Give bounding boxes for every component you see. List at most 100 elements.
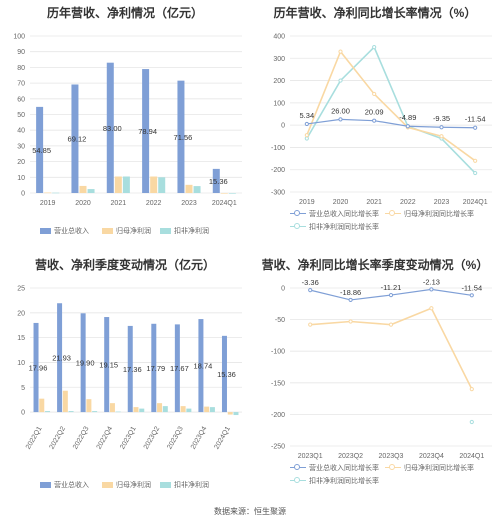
series-line [310,307,473,390]
legend-item-parent-profit[interactable]: 归母净利润 [102,226,151,236]
legend-item-parent-growth[interactable]: 归母净利润同比增长率 [385,463,474,473]
legend-label: 归母净利润同比增长率 [404,211,474,218]
legend-item-revenue-growth[interactable]: 营业总收入同比增长率 [290,463,379,473]
data-label: 26.00 [331,106,350,115]
bar [150,176,158,193]
data-point [388,322,394,327]
bar [180,406,186,413]
y-tick-label: 30 [17,143,25,150]
legend-item-revenue[interactable]: 营业总收入 [40,480,89,490]
x-tick-label: 2022Q2 [49,425,68,450]
y-tick-label: -100 [271,349,285,356]
x-tick-label: 2023Q4 [190,425,209,450]
data-label: -2.13 [423,277,440,286]
data-point [372,45,377,50]
x-tick-label: 2023 [434,199,450,206]
data-point [348,297,353,303]
legend-item-parent-growth[interactable]: 归母净利润同比增长率 [385,209,474,219]
data-point [405,124,410,129]
legend-item-revenue-growth[interactable]: 营业总收入同比增长率 [290,209,379,219]
data-point [304,136,309,141]
data-point [439,134,444,139]
legend-item-deducted-growth[interactable]: 扣非净利润同比增长率 [290,476,379,486]
bar [115,411,121,413]
data-label: 17.36 [123,365,142,374]
y-tick-label: 25 [17,286,25,293]
bar [80,313,86,413]
data-point [338,117,343,122]
x-tick-label: 2020 [333,199,349,206]
data-point [372,91,377,97]
y-tick-label: 0 [21,410,25,417]
legend-item-parent-profit[interactable]: 归母净利润 [102,480,151,490]
series-line [306,118,476,129]
data-label: 15.36 [209,177,228,186]
bar [162,406,168,413]
y-tick-label: -250 [271,444,285,451]
data-point [308,288,313,293]
bar [174,324,180,413]
x-tick-label: 2024Q1 [213,425,232,450]
legend-item-revenue[interactable]: 营业总收入 [40,226,89,236]
x-tick-label: 2023Q3 [166,425,185,450]
legend-marker [290,223,306,231]
annual-growth-line-plot: -300 -200 -100 0 100 200 300 400 5.34 26.00 20.09 -… [271,34,492,206]
y-tick-label: 10 [17,175,25,182]
bar [221,335,227,413]
data-point [372,118,377,123]
data-label: -4.89 [399,113,416,122]
x-tick-label: 2019 [40,200,56,207]
chart-title: 历年营收、净利同比增长率情况（%） [273,6,477,20]
x-tick-label: 2024Q1 [463,199,488,206]
data-label: 17.79 [146,364,165,373]
bar [36,106,44,193]
y-tick-label: 100 [273,100,285,107]
y-tick-label: -200 [271,167,285,174]
bar [45,411,51,413]
data-point [304,121,309,127]
data-point [429,306,434,311]
legend-item-deducted-profit[interactable]: 扣非净利润 [160,480,209,490]
x-tick-label: 2019 [299,199,315,206]
data-point [469,293,474,298]
y-tick-label: -300 [271,190,285,197]
chart-title: 历年营收、净利情况（亿元） [46,6,203,20]
data-label: 21.93 [52,354,71,363]
bar [52,192,60,194]
bar [142,69,150,193]
legend-label: 扣非净利润同比增长率 [309,478,379,485]
legend-swatch [160,228,171,235]
data-label: -11.54 [465,115,486,124]
bar [62,390,68,413]
bar [198,319,204,413]
y-tick-label: 40 [17,128,25,135]
x-tick-label: 2021 [366,199,382,206]
legend-label: 扣非净利润 [174,228,209,235]
legend-label: 归母净利润同比增长率 [404,465,474,472]
series-line [306,45,476,174]
quarterly-growth-rate-chart: 营收、净利同比增长率季度变动情况（%） -250 -200 -150 -100 -50 0… [250,252,500,507]
x-tick-label: 2022Q4 [96,425,115,450]
x-tick-label: 2023Q1 [119,425,138,450]
legend-label: 营业总收入 [54,482,89,489]
x-tick-label: 2024Q1 [212,200,237,207]
legend-marker [385,210,401,218]
legend-item-deducted-growth[interactable]: 扣非净利润同比增长率 [290,222,379,232]
x-tick-label: 2023Q2 [143,425,162,450]
y-tick-label: 0 [281,286,285,293]
bar [122,176,130,193]
data-label: 19.90 [76,359,95,368]
bar [57,303,63,413]
data-point [388,292,394,298]
data-label: 19.15 [99,361,118,370]
quarterly-revenue-profit-chart: 营收、净利季度变动情况（亿元） 0 5 10 15 20 25 17.96 21.93 19.9… [0,252,250,507]
y-tick-label: 50 [17,112,25,119]
data-point [308,322,313,327]
bar [228,193,236,194]
data-label: 83.00 [103,124,122,133]
data-label: 20.09 [365,108,384,117]
legend-item-deducted-profit[interactable]: 扣非净利润 [160,226,209,236]
bar [114,176,122,193]
data-label: 54.85 [32,146,51,155]
data-point [469,387,474,392]
